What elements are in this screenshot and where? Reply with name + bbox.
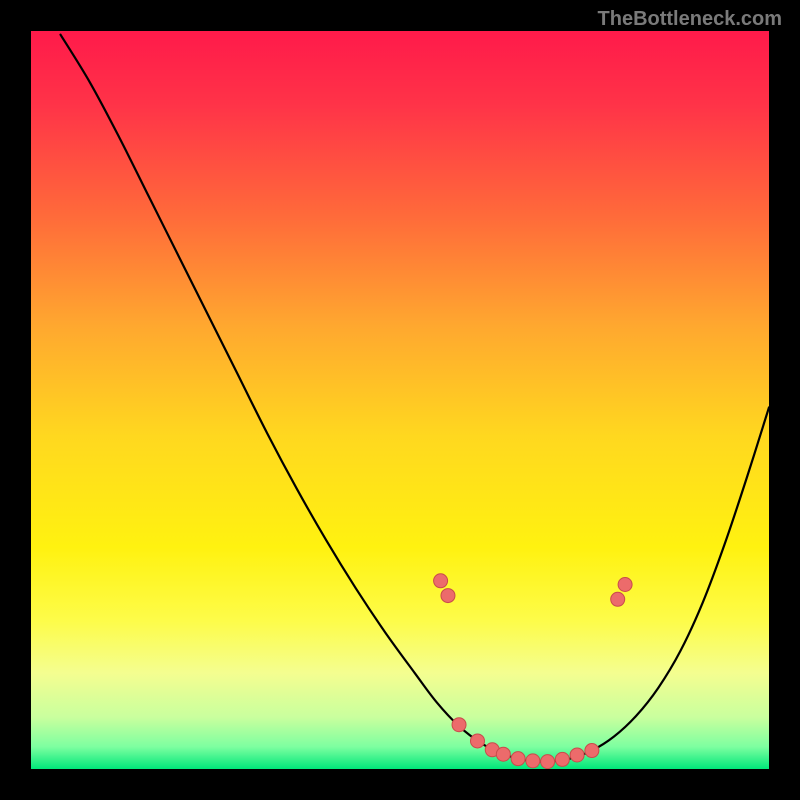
data-marker bbox=[452, 718, 466, 732]
data-marker bbox=[611, 592, 625, 606]
gradient-background bbox=[31, 31, 769, 769]
data-marker bbox=[434, 574, 448, 588]
data-marker bbox=[470, 734, 484, 748]
data-marker bbox=[511, 752, 525, 766]
data-marker bbox=[555, 752, 569, 766]
data-marker bbox=[441, 589, 455, 603]
data-marker bbox=[570, 748, 584, 762]
data-marker bbox=[526, 754, 540, 768]
chart-svg bbox=[31, 31, 769, 769]
plot-area bbox=[31, 31, 769, 769]
data-marker bbox=[618, 578, 632, 592]
chart-container: TheBottleneck.com bbox=[0, 0, 800, 800]
data-marker bbox=[585, 744, 599, 758]
data-marker bbox=[496, 747, 510, 761]
data-marker bbox=[541, 755, 555, 769]
watermark-label: TheBottleneck.com bbox=[598, 8, 782, 31]
